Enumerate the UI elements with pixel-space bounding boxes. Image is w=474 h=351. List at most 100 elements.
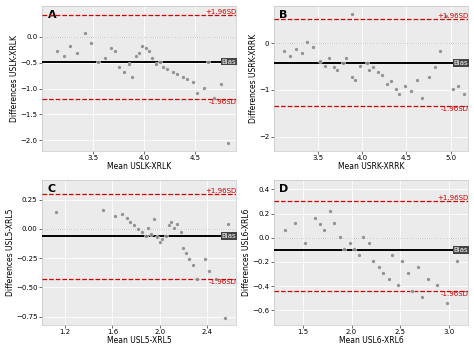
- Point: [142, 45, 150, 51]
- Point: [350, 246, 357, 251]
- Point: [142, 233, 149, 239]
- Point: [365, 240, 373, 245]
- Point: [316, 58, 323, 64]
- Text: Bias: Bias: [222, 233, 237, 239]
- Point: [94, 59, 102, 64]
- Point: [392, 86, 400, 92]
- Point: [201, 257, 209, 262]
- Point: [115, 64, 122, 69]
- Text: B: B: [280, 10, 288, 20]
- Point: [407, 88, 415, 94]
- Point: [138, 230, 146, 235]
- Point: [401, 83, 409, 89]
- Point: [170, 225, 178, 231]
- Point: [408, 288, 416, 294]
- Point: [144, 225, 152, 231]
- Point: [326, 208, 334, 214]
- Point: [346, 240, 354, 245]
- Point: [419, 95, 426, 101]
- Point: [336, 234, 344, 239]
- Point: [156, 239, 164, 245]
- Point: [194, 90, 201, 95]
- Point: [153, 61, 160, 66]
- Point: [330, 220, 338, 226]
- Text: -1.96SD: -1.96SD: [440, 106, 468, 112]
- Y-axis label: Differences USL6-XRL6: Differences USL6-XRL6: [242, 208, 251, 296]
- Point: [182, 251, 190, 256]
- Point: [180, 245, 187, 250]
- Text: -1.96SD: -1.96SD: [209, 99, 237, 105]
- Point: [389, 252, 396, 258]
- Point: [317, 221, 324, 227]
- Text: Bias: Bias: [454, 60, 468, 66]
- Point: [111, 213, 118, 219]
- Point: [460, 91, 468, 97]
- Point: [190, 80, 197, 85]
- Point: [163, 66, 171, 72]
- Point: [101, 56, 109, 61]
- X-axis label: Mean USLK-XRLK: Mean USLK-XRLK: [107, 162, 171, 171]
- Point: [320, 228, 328, 233]
- Text: +1.96SD: +1.96SD: [205, 9, 237, 15]
- Point: [224, 221, 232, 227]
- Point: [396, 91, 403, 97]
- Point: [224, 140, 232, 146]
- Point: [379, 270, 386, 276]
- Point: [374, 69, 382, 75]
- Point: [118, 211, 126, 217]
- Point: [339, 60, 346, 66]
- Point: [383, 81, 391, 87]
- Point: [298, 51, 306, 56]
- Point: [425, 74, 432, 80]
- Point: [123, 216, 130, 221]
- Point: [418, 294, 426, 300]
- Point: [325, 55, 332, 61]
- Point: [169, 69, 177, 75]
- Text: +1.96SD: +1.96SD: [205, 188, 237, 194]
- Text: Bias: Bias: [454, 247, 468, 253]
- Point: [311, 216, 319, 221]
- Point: [132, 54, 140, 59]
- Point: [212, 276, 220, 282]
- Point: [292, 46, 300, 52]
- Point: [394, 282, 402, 288]
- Y-axis label: Differences USL5-XRL5: Differences USL5-XRL5: [6, 208, 15, 296]
- Point: [194, 276, 201, 282]
- Point: [351, 77, 359, 82]
- Point: [204, 59, 211, 64]
- Point: [158, 237, 166, 242]
- Point: [321, 63, 329, 68]
- Point: [112, 48, 119, 54]
- Point: [154, 234, 161, 240]
- Point: [189, 262, 197, 268]
- Point: [165, 223, 173, 228]
- Point: [375, 264, 383, 270]
- Y-axis label: Differences USLK-XRLK: Differences USLK-XRLK: [10, 35, 19, 122]
- Text: C: C: [47, 184, 55, 194]
- Point: [210, 95, 218, 101]
- Point: [130, 223, 137, 228]
- Point: [301, 240, 309, 245]
- Point: [128, 74, 136, 80]
- Point: [399, 258, 406, 264]
- Point: [365, 67, 373, 73]
- Point: [282, 228, 289, 233]
- Point: [303, 39, 311, 45]
- Point: [138, 43, 146, 49]
- Point: [434, 282, 441, 288]
- Point: [431, 65, 438, 70]
- Point: [135, 226, 142, 232]
- Point: [52, 210, 60, 215]
- Text: +1.96SD: +1.96SD: [437, 196, 468, 201]
- Point: [404, 270, 412, 276]
- Point: [148, 56, 156, 61]
- Point: [179, 74, 187, 80]
- Point: [127, 219, 134, 225]
- Point: [150, 217, 157, 222]
- Point: [348, 74, 356, 80]
- Point: [348, 11, 356, 17]
- Point: [443, 13, 450, 19]
- Point: [217, 81, 225, 87]
- Point: [173, 221, 181, 227]
- Point: [356, 252, 363, 258]
